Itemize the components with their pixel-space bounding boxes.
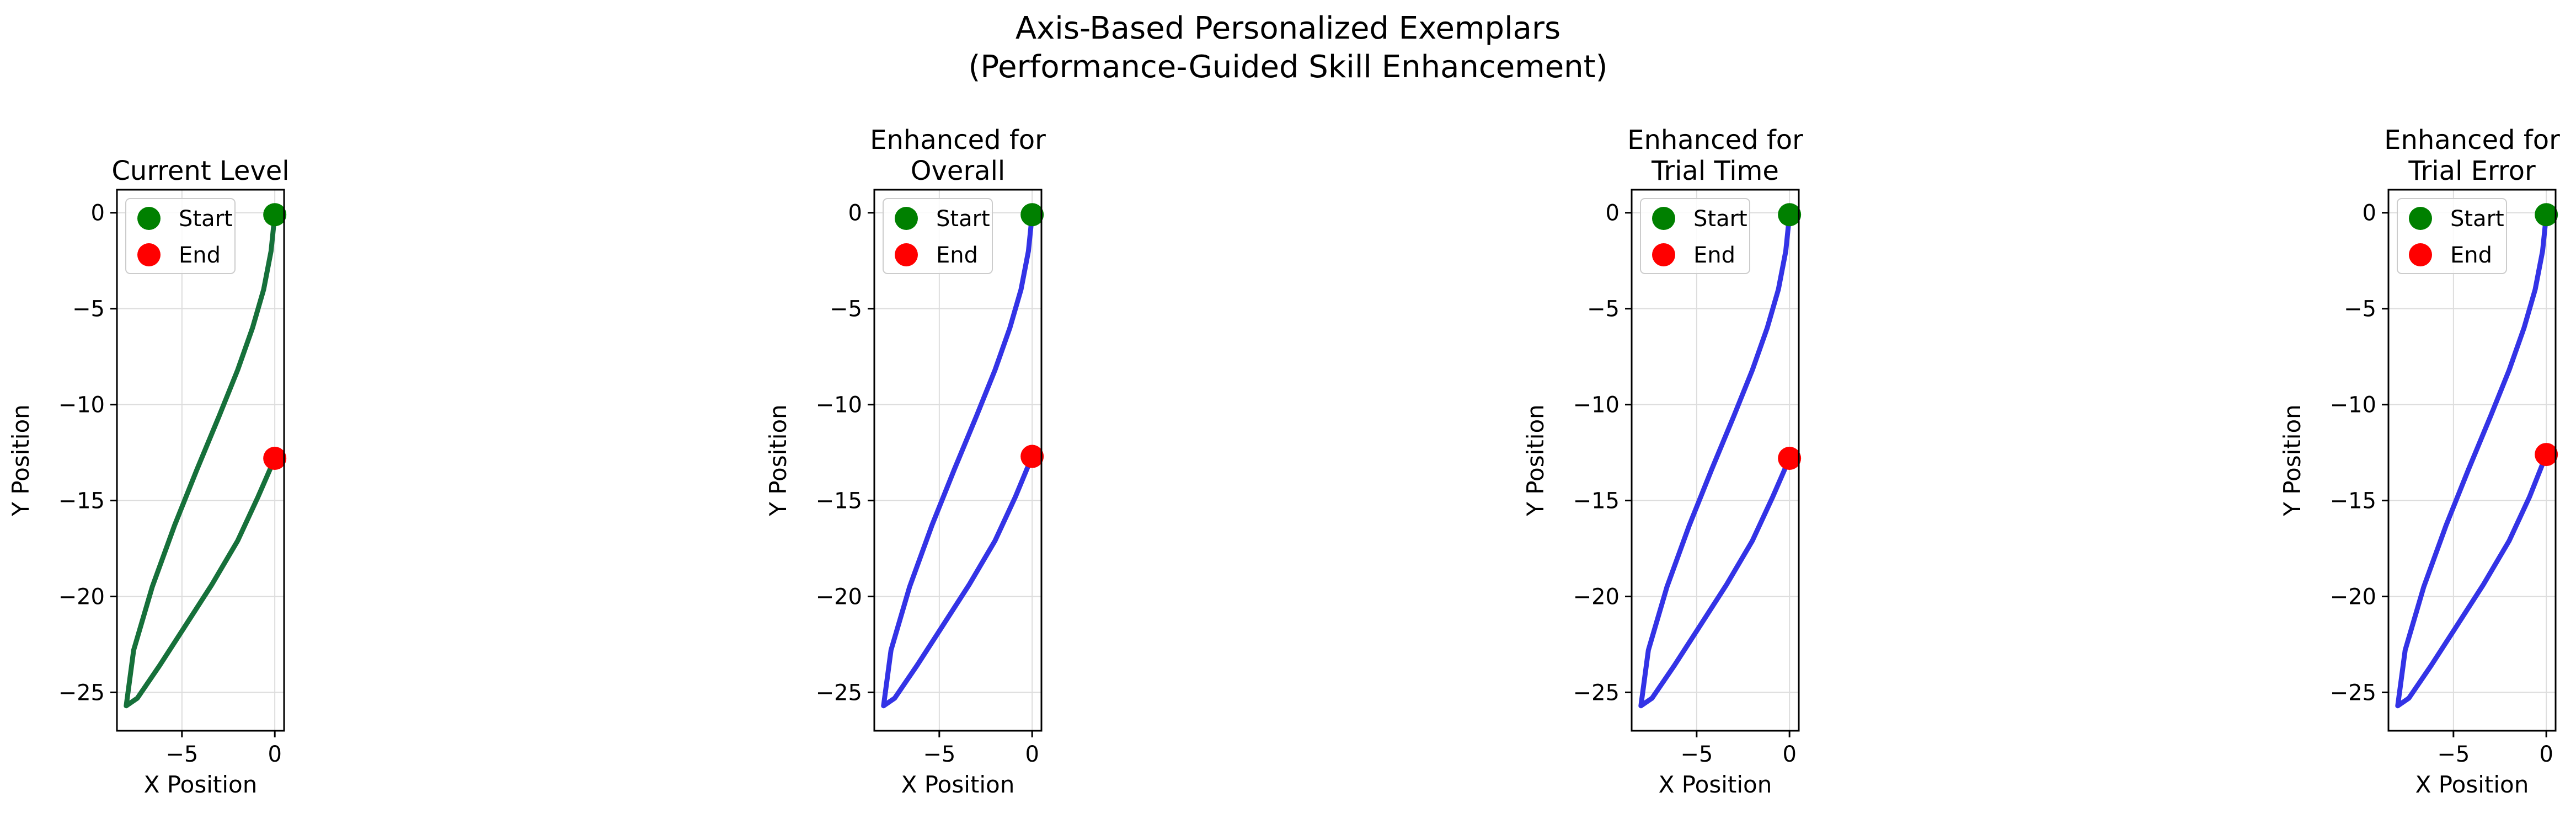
x-tick-label: 0	[268, 742, 281, 767]
end-point	[263, 447, 287, 470]
trajectory-line	[881, 212, 1035, 709]
panel-title-line: Enhanced for	[870, 125, 1046, 156]
end-point	[2535, 443, 2558, 467]
y-tick-label: −10	[58, 393, 105, 418]
x-axis-label: X Position	[2415, 771, 2529, 798]
legend-marker	[895, 207, 918, 230]
y-tick-label: −25	[2330, 680, 2376, 705]
legend-label: Start	[2450, 206, 2504, 232]
chart-panel-4: −5 0 0 −5 −10 −15 −20 −25 X Position Y Position En…	[2279, 125, 2560, 798]
y-tick-label: −10	[816, 393, 862, 418]
y-tick-label: 0	[2363, 201, 2376, 226]
x-tick-label: −5	[1680, 742, 1713, 767]
y-tick-label: −20	[816, 584, 862, 609]
y-tick-label: −20	[1573, 584, 1620, 609]
y-tick-label: −5	[72, 297, 105, 322]
legend-marker	[2409, 243, 2432, 266]
legend-label: Start	[936, 206, 990, 232]
legend-marker	[895, 243, 918, 266]
figure-title-line-1: Axis-Based Personalized Exemplars	[1016, 10, 1560, 46]
x-tick-label: 0	[1025, 742, 1039, 767]
y-tick-label: −25	[816, 680, 862, 705]
trajectory-line	[124, 212, 277, 709]
legend: Start End	[883, 198, 993, 274]
y-tick-label: 0	[91, 201, 105, 226]
y-tick-label: −15	[1573, 489, 1620, 514]
y-tick-label: −15	[2330, 489, 2376, 514]
legend-label: End	[179, 243, 221, 268]
legend: Start End	[125, 198, 236, 274]
x-axis-label: X Position	[901, 771, 1015, 798]
legend-label: Start	[179, 206, 233, 232]
legend-label: End	[1693, 243, 1735, 268]
start-point	[2535, 203, 2558, 227]
start-point	[1020, 203, 1044, 227]
trajectory-line	[1638, 212, 1792, 709]
panel-title-line: Overall	[911, 156, 1006, 186]
legend-label: End	[2450, 243, 2492, 268]
axes-frame	[873, 189, 1043, 732]
chart-panel-2: −5 0 0 −5 −10 −15 −20 −25 X Position Y Position En…	[765, 125, 1046, 798]
start-point	[263, 203, 287, 227]
y-tick-label: −20	[58, 584, 105, 609]
chart-panel-1: −5 0 0 −5 −10 −15 −20 −25 X Position Y Position Cu…	[7, 156, 290, 798]
y-tick-label: −15	[816, 489, 862, 514]
axes-frame	[2387, 189, 2557, 732]
y-tick-label: −25	[1573, 680, 1620, 705]
y-tick-label: 0	[1606, 201, 1620, 226]
legend-marker	[137, 207, 161, 230]
x-tick-label: 0	[1782, 742, 1796, 767]
legend-marker	[2409, 207, 2432, 230]
x-tick-label: −5	[165, 742, 198, 767]
y-tick-label: −10	[2330, 393, 2376, 418]
trajectory-line	[2395, 212, 2549, 709]
y-tick-label: −5	[830, 297, 862, 322]
y-tick-label: −15	[58, 489, 105, 514]
legend-marker	[137, 243, 161, 266]
y-tick-label: −20	[2330, 584, 2376, 609]
start-point	[1778, 203, 1802, 227]
x-axis-label: X Position	[144, 771, 258, 798]
legend: Start End	[2397, 198, 2507, 274]
x-tick-label: −5	[2437, 742, 2470, 767]
x-tick-label: 0	[2539, 742, 2553, 767]
axes-frame	[1631, 189, 1800, 732]
panel-title-line: Trial Time	[1651, 156, 1779, 186]
y-tick-label: −5	[1587, 297, 1620, 322]
legend-label: Start	[1693, 206, 1747, 232]
y-tick-label: −5	[2344, 297, 2376, 322]
y-axis-label: Y Position	[765, 404, 792, 517]
panel-title-line: Current Level	[111, 156, 289, 186]
chart-panel-3: −5 0 0 −5 −10 −15 −20 −25 X Position Y Position En…	[1522, 125, 1803, 798]
legend: Start End	[1640, 198, 1750, 274]
figure-title-line-2: (Performance-Guided Skill Enhancement)	[969, 49, 1608, 85]
legend-label: End	[936, 243, 978, 268]
y-axis-label: Y Position	[1522, 404, 1549, 517]
x-axis-label: X Position	[1659, 771, 1772, 798]
y-tick-label: 0	[848, 201, 862, 226]
end-point	[1020, 445, 1044, 468]
end-point	[1778, 447, 1802, 470]
y-tick-label: −10	[1573, 393, 1620, 418]
panel-title-line: Trial Error	[2408, 156, 2536, 186]
panel-title-line: Enhanced for	[1627, 125, 1803, 156]
axes-frame	[116, 189, 285, 732]
y-tick-label: −25	[58, 680, 105, 705]
panel-title-line: Enhanced for	[2384, 125, 2560, 156]
x-tick-label: −5	[923, 742, 955, 767]
y-axis-label: Y Position	[2279, 404, 2306, 517]
legend-marker	[1652, 243, 1675, 266]
y-axis-label: Y Position	[7, 404, 34, 517]
chart-panels: −5 0 0 −5 −10 −15 −20 −25 X Position Y Position Cu…	[7, 125, 2560, 798]
legend-marker	[1652, 207, 1675, 230]
